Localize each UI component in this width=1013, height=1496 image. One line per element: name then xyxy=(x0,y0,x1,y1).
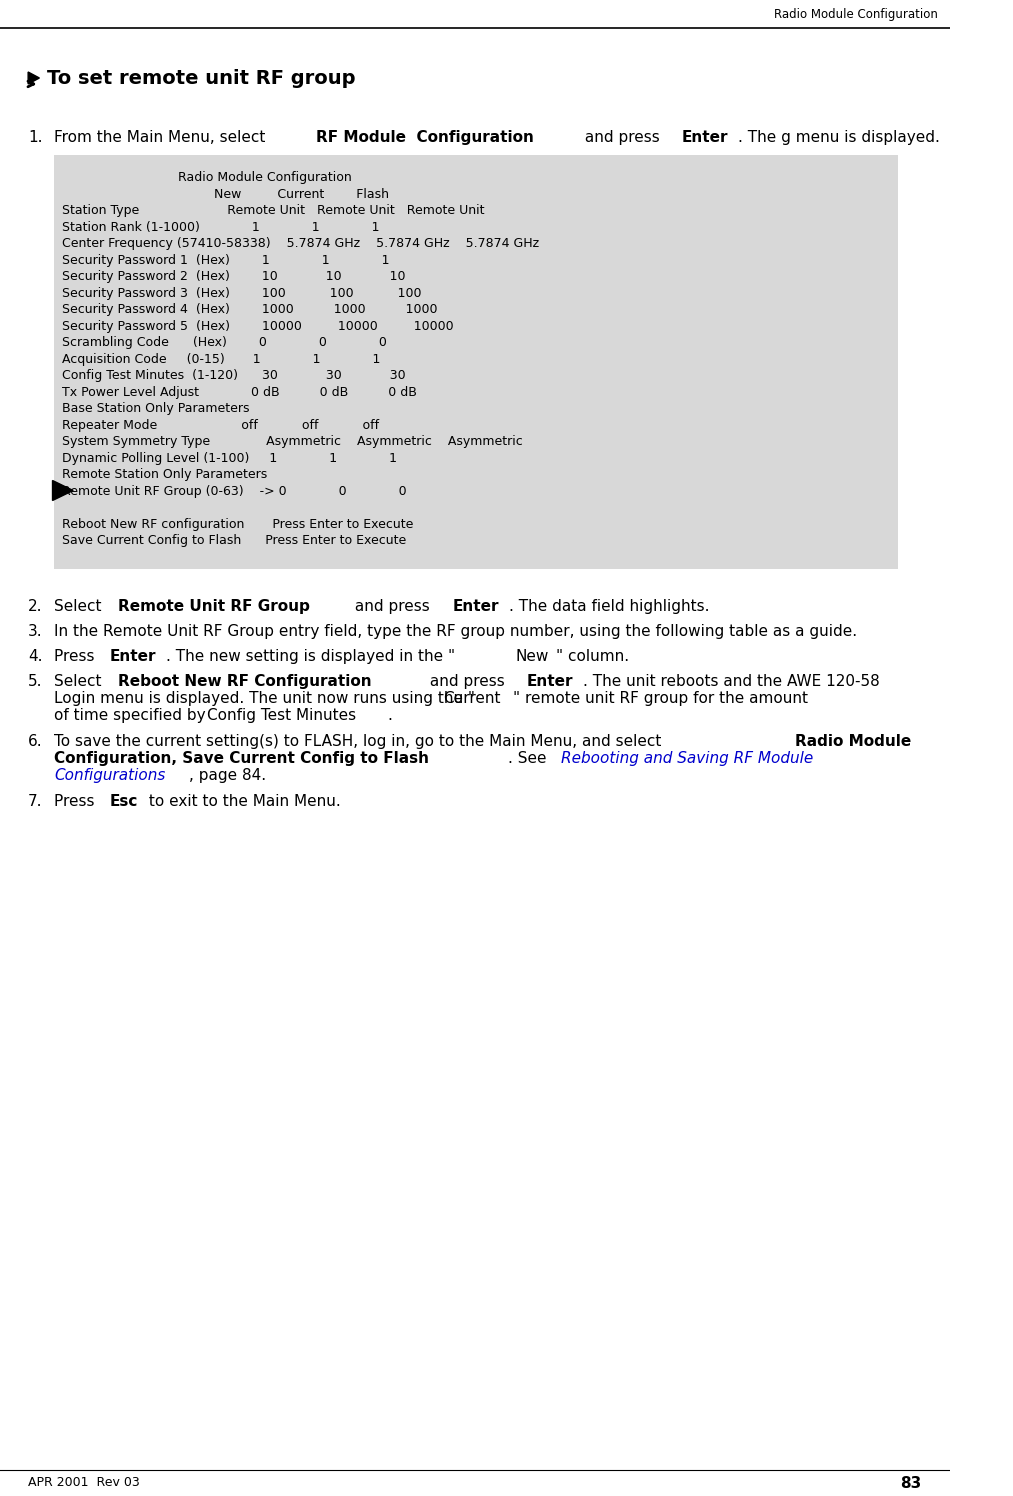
Text: Station Type                      Remote Unit   Remote Unit   Remote Unit: Station Type Remote Unit Remote Unit Rem… xyxy=(62,203,484,217)
Text: 3.: 3. xyxy=(28,624,43,639)
Text: Security Password 5  (Hex)        10000         10000         10000: Security Password 5 (Hex) 10000 10000 10… xyxy=(62,320,454,332)
Text: Dynamic Polling Level (1-100)     1             1             1: Dynamic Polling Level (1-100) 1 1 1 xyxy=(62,452,397,464)
Text: Tx Power Level Adjust             0 dB          0 dB          0 dB: Tx Power Level Adjust 0 dB 0 dB 0 dB xyxy=(62,386,416,398)
Text: From the Main Menu, select: From the Main Menu, select xyxy=(55,130,270,145)
Text: " remote unit RF group for the amount: " remote unit RF group for the amount xyxy=(514,691,808,706)
Text: 83: 83 xyxy=(901,1475,922,1490)
Text: Security Password 4  (Hex)        1000          1000          1000: Security Password 4 (Hex) 1000 1000 1000 xyxy=(62,304,438,316)
Text: Config Test Minutes  (1-120)      30            30            30: Config Test Minutes (1-120) 30 30 30 xyxy=(62,370,405,381)
Text: . The unit reboots and the AWE 120-58: . The unit reboots and the AWE 120-58 xyxy=(583,675,880,690)
Text: System Symmetry Type              Asymmetric    Asymmetric    Asymmetric: System Symmetry Type Asymmetric Asymmetr… xyxy=(62,435,523,447)
Text: , page 84.: , page 84. xyxy=(189,769,266,784)
Text: Repeater Mode                     off           off           off: Repeater Mode off off off xyxy=(62,419,379,431)
FancyBboxPatch shape xyxy=(55,156,899,570)
Text: 1.: 1. xyxy=(28,130,43,145)
Text: New: New xyxy=(516,649,549,664)
Text: Configuration, Save Current Config to Flash: Configuration, Save Current Config to Fl… xyxy=(55,751,430,766)
Text: Enter: Enter xyxy=(453,600,498,615)
Text: In the Remote Unit RF Group entry field, type the RF group number, using the fol: In the Remote Unit RF Group entry field,… xyxy=(55,624,858,639)
Text: Center Frequency (57410-58338)    5.7874 GHz    5.7874 GHz    5.7874 GHz: Center Frequency (57410-58338) 5.7874 GH… xyxy=(62,236,539,250)
Text: Press: Press xyxy=(55,649,99,664)
Text: . The g menu is displayed.: . The g menu is displayed. xyxy=(738,130,940,145)
Text: 6.: 6. xyxy=(28,735,43,749)
Text: Enter: Enter xyxy=(527,675,573,690)
Text: New         Current        Flash: New Current Flash xyxy=(62,187,389,200)
Text: Reboot New RF configuration       Press Enter to Execute: Reboot New RF configuration Press Enter … xyxy=(62,518,413,531)
Text: Remote Unit RF Group: Remote Unit RF Group xyxy=(118,600,310,615)
Text: 4.: 4. xyxy=(28,649,43,664)
Text: . The data field highlights.: . The data field highlights. xyxy=(509,600,709,615)
Text: Remote Unit RF Group (0-63)    -> 0             0             0: Remote Unit RF Group (0-63) -> 0 0 0 xyxy=(62,485,406,498)
Text: Radio Module: Radio Module xyxy=(795,735,912,749)
Text: Reboot New RF Configuration: Reboot New RF Configuration xyxy=(118,675,372,690)
Text: of time specified by: of time specified by xyxy=(55,708,211,723)
Text: Security Password 2  (Hex)        10            10            10: Security Password 2 (Hex) 10 10 10 xyxy=(62,269,405,283)
Text: Security Password 3  (Hex)        100           100           100: Security Password 3 (Hex) 100 100 100 xyxy=(62,287,421,299)
Text: 5.: 5. xyxy=(28,675,43,690)
Text: Station Rank (1-1000)             1             1             1: Station Rank (1-1000) 1 1 1 xyxy=(62,220,380,233)
Text: Enter: Enter xyxy=(682,130,728,145)
Text: Acquisition Code     (0-15)       1             1             1: Acquisition Code (0-15) 1 1 1 xyxy=(62,353,380,365)
Polygon shape xyxy=(28,72,40,84)
Text: and press: and press xyxy=(579,130,665,145)
Text: Select: Select xyxy=(55,600,106,615)
Text: and press: and press xyxy=(424,675,510,690)
Text: Configurations: Configurations xyxy=(55,769,166,784)
Text: Security Password 1  (Hex)        1             1             1: Security Password 1 (Hex) 1 1 1 xyxy=(62,253,389,266)
Text: Current: Current xyxy=(444,691,501,706)
Text: Radio Module Configuration: Radio Module Configuration xyxy=(62,171,352,184)
Polygon shape xyxy=(53,480,73,501)
Text: . The new setting is displayed in the ": . The new setting is displayed in the " xyxy=(165,649,455,664)
Text: Base Station Only Parameters: Base Station Only Parameters xyxy=(62,402,249,414)
Text: To set remote unit RF group: To set remote unit RF group xyxy=(47,69,356,87)
Text: Save Current Config to Flash      Press Enter to Execute: Save Current Config to Flash Press Enter… xyxy=(62,534,406,548)
Text: Scrambling Code      (Hex)        0             0             0: Scrambling Code (Hex) 0 0 0 xyxy=(62,337,387,349)
Text: To save the current setting(s) to FLASH, log in, go to the Main Menu, and select: To save the current setting(s) to FLASH,… xyxy=(55,735,667,749)
Text: Remote Station Only Parameters: Remote Station Only Parameters xyxy=(62,468,267,482)
Text: Esc: Esc xyxy=(109,794,138,809)
Text: APR 2001  Rev 03: APR 2001 Rev 03 xyxy=(28,1477,140,1490)
Text: .: . xyxy=(388,708,393,723)
Text: 2.: 2. xyxy=(28,600,43,615)
Text: Radio Module Configuration: Radio Module Configuration xyxy=(774,7,938,21)
Text: Enter: Enter xyxy=(109,649,156,664)
Text: 7.: 7. xyxy=(28,794,43,809)
Text: Press: Press xyxy=(55,794,99,809)
Text: . See: . See xyxy=(509,751,551,766)
Text: to exit to the Main Menu.: to exit to the Main Menu. xyxy=(144,794,340,809)
Text: Login menu is displayed. The unit now runs using the ": Login menu is displayed. The unit now ru… xyxy=(55,691,475,706)
Text: Config Test Minutes: Config Test Minutes xyxy=(208,708,357,723)
Text: RF Module  Configuration: RF Module Configuration xyxy=(316,130,534,145)
Text: Select: Select xyxy=(55,675,106,690)
Text: and press: and press xyxy=(349,600,435,615)
Text: Rebooting and Saving RF Module: Rebooting and Saving RF Module xyxy=(560,751,812,766)
Text: " column.: " column. xyxy=(556,649,629,664)
